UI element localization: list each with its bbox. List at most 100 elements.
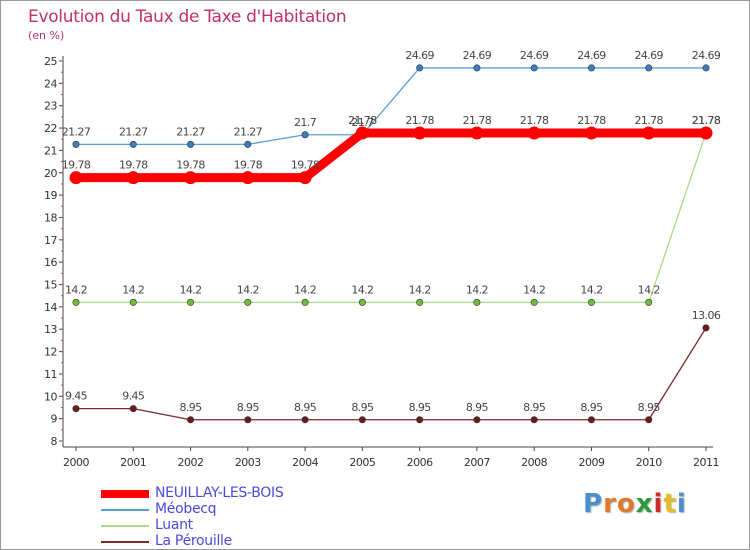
data-label-neuillay-les-bois: 19.78 bbox=[176, 159, 205, 172]
y-tick-label: 8 bbox=[51, 435, 58, 448]
logo-letter: x bbox=[635, 489, 654, 519]
logo-letter: i bbox=[676, 489, 687, 519]
data-point-luant bbox=[129, 298, 137, 306]
data-label-luant: 14.2 bbox=[65, 283, 87, 296]
data-point-la-p-rouille bbox=[72, 405, 80, 413]
data-label-luant: 14.2 bbox=[466, 283, 488, 296]
data-label-luant: 14.2 bbox=[294, 283, 316, 296]
data-point-neuillay-les-bois bbox=[527, 126, 541, 140]
data-label-la-p-rouille: 8.95 bbox=[351, 401, 374, 414]
logo-letter: o bbox=[616, 489, 636, 519]
data-point-la-p-rouille bbox=[416, 416, 424, 424]
legend-swatch-neuillay bbox=[101, 490, 149, 498]
data-point-la-p-rouille bbox=[587, 416, 595, 424]
series-line-luant bbox=[76, 132, 707, 304]
data-point-m-obecq bbox=[702, 64, 710, 72]
data-label-neuillay-les-bois: 21.78 bbox=[463, 114, 492, 127]
data-label-la-p-rouille: 13.06 bbox=[692, 309, 721, 322]
data-label-luant: 14.2 bbox=[409, 283, 431, 296]
y-tick-label: 10 bbox=[44, 390, 57, 403]
y-tick-label: 20 bbox=[44, 167, 57, 180]
data-point-neuillay-les-bois bbox=[470, 126, 484, 140]
series-line-la-p-rouille bbox=[76, 327, 707, 421]
logo-letter: i bbox=[653, 489, 664, 519]
legend-item-neuillay: NEUILLAY-LES-BOIS bbox=[101, 485, 401, 503]
x-tick-label: 2005 bbox=[349, 456, 375, 469]
legend-label-la-perouille: La Pérouille bbox=[155, 533, 232, 549]
legend-item-luant: Luant bbox=[101, 517, 401, 535]
data-label-neuillay-les-bois: 21.78 bbox=[348, 114, 377, 127]
logo-letter: r bbox=[603, 489, 617, 519]
x-tick-label: 2009 bbox=[578, 456, 604, 469]
legend-item-meobecq: Méobecq bbox=[101, 501, 401, 519]
data-label-neuillay-les-bois: 19.78 bbox=[234, 159, 263, 172]
x-tick-label: 2004 bbox=[292, 456, 318, 469]
data-label-m-obecq: 21.27 bbox=[62, 125, 91, 138]
data-point-neuillay-les-bois bbox=[69, 171, 83, 185]
data-point-la-p-rouille bbox=[702, 324, 710, 332]
y-tick-label: 11 bbox=[44, 368, 57, 381]
y-tick-label: 21 bbox=[44, 144, 57, 157]
data-point-neuillay-les-bois bbox=[126, 171, 140, 185]
data-point-neuillay-les-bois bbox=[584, 126, 598, 140]
data-point-neuillay-les-bois bbox=[241, 171, 255, 185]
y-tick-label: 17 bbox=[44, 234, 57, 247]
data-point-la-p-rouille bbox=[187, 416, 195, 424]
data-label-la-p-rouille: 9.45 bbox=[65, 390, 88, 403]
data-point-m-obecq bbox=[129, 140, 137, 148]
data-point-m-obecq bbox=[72, 140, 80, 148]
data-label-luant: 14.2 bbox=[237, 283, 259, 296]
series-line-m-obecq bbox=[76, 67, 706, 146]
x-tick-label: 2001 bbox=[120, 456, 146, 469]
data-label-m-obecq: 24.69 bbox=[692, 49, 721, 62]
data-point-la-p-rouille bbox=[473, 416, 481, 424]
legend-label-meobecq: Méobecq bbox=[155, 501, 217, 517]
legend-item-la-perouille: La Pérouille bbox=[101, 533, 401, 549]
y-tick-label: 14 bbox=[44, 301, 57, 314]
data-label-m-obecq: 24.69 bbox=[634, 49, 663, 62]
chart-title: Evolution du Taux de Taxe d'Habitation bbox=[28, 7, 347, 27]
legend-label-neuillay: NEUILLAY-LES-BOIS bbox=[155, 485, 284, 501]
legend-swatch-meobecq bbox=[101, 509, 149, 511]
data-label-luant: 14.2 bbox=[638, 283, 660, 296]
data-label-la-p-rouille: 8.95 bbox=[294, 401, 317, 414]
data-label-luant: 21.78 bbox=[692, 114, 721, 127]
x-tick-label: 2003 bbox=[235, 456, 261, 469]
x-tick-label: 2007 bbox=[464, 456, 490, 469]
data-point-neuillay-les-bois bbox=[413, 126, 427, 140]
x-tick-label: 2002 bbox=[178, 456, 204, 469]
x-tick-label: 2008 bbox=[521, 456, 547, 469]
y-tick-label: 22 bbox=[44, 122, 57, 135]
data-label-neuillay-les-bois: 21.78 bbox=[520, 114, 549, 127]
data-label-la-p-rouille: 8.95 bbox=[409, 401, 432, 414]
data-label-m-obecq: 21.7 bbox=[294, 116, 317, 129]
data-point-neuillay-les-bois bbox=[642, 126, 656, 140]
data-label-m-obecq: 24.69 bbox=[405, 49, 434, 62]
data-point-neuillay-les-bois bbox=[298, 171, 312, 185]
y-tick-label: 18 bbox=[44, 211, 57, 224]
data-point-luant bbox=[416, 298, 424, 306]
data-point-m-obecq bbox=[301, 131, 309, 139]
proxiti-logo: Proxiti bbox=[583, 489, 687, 519]
y-tick-label: 16 bbox=[44, 256, 57, 269]
data-point-m-obecq bbox=[244, 140, 252, 148]
data-point-luant bbox=[473, 298, 481, 306]
data-label-luant: 14.2 bbox=[122, 283, 144, 296]
data-label-la-p-rouille: 8.95 bbox=[466, 401, 489, 414]
data-label-m-obecq: 21.27 bbox=[176, 125, 205, 138]
data-label-neuillay-les-bois: 21.78 bbox=[577, 114, 606, 127]
data-label-m-obecq: 24.69 bbox=[520, 49, 549, 62]
data-point-la-p-rouille bbox=[129, 405, 137, 413]
data-point-neuillay-les-bois bbox=[184, 171, 198, 185]
data-point-la-p-rouille bbox=[244, 416, 252, 424]
x-tick-label: 2006 bbox=[407, 456, 433, 469]
series-line-neuillay-les-bois bbox=[76, 128, 706, 183]
y-tick-label: 19 bbox=[44, 189, 57, 202]
data-label-m-obecq: 21.27 bbox=[234, 125, 263, 138]
data-point-m-obecq bbox=[473, 64, 481, 72]
data-point-luant bbox=[530, 298, 538, 306]
data-point-m-obecq bbox=[645, 64, 653, 72]
y-tick-label: 9 bbox=[51, 413, 58, 426]
